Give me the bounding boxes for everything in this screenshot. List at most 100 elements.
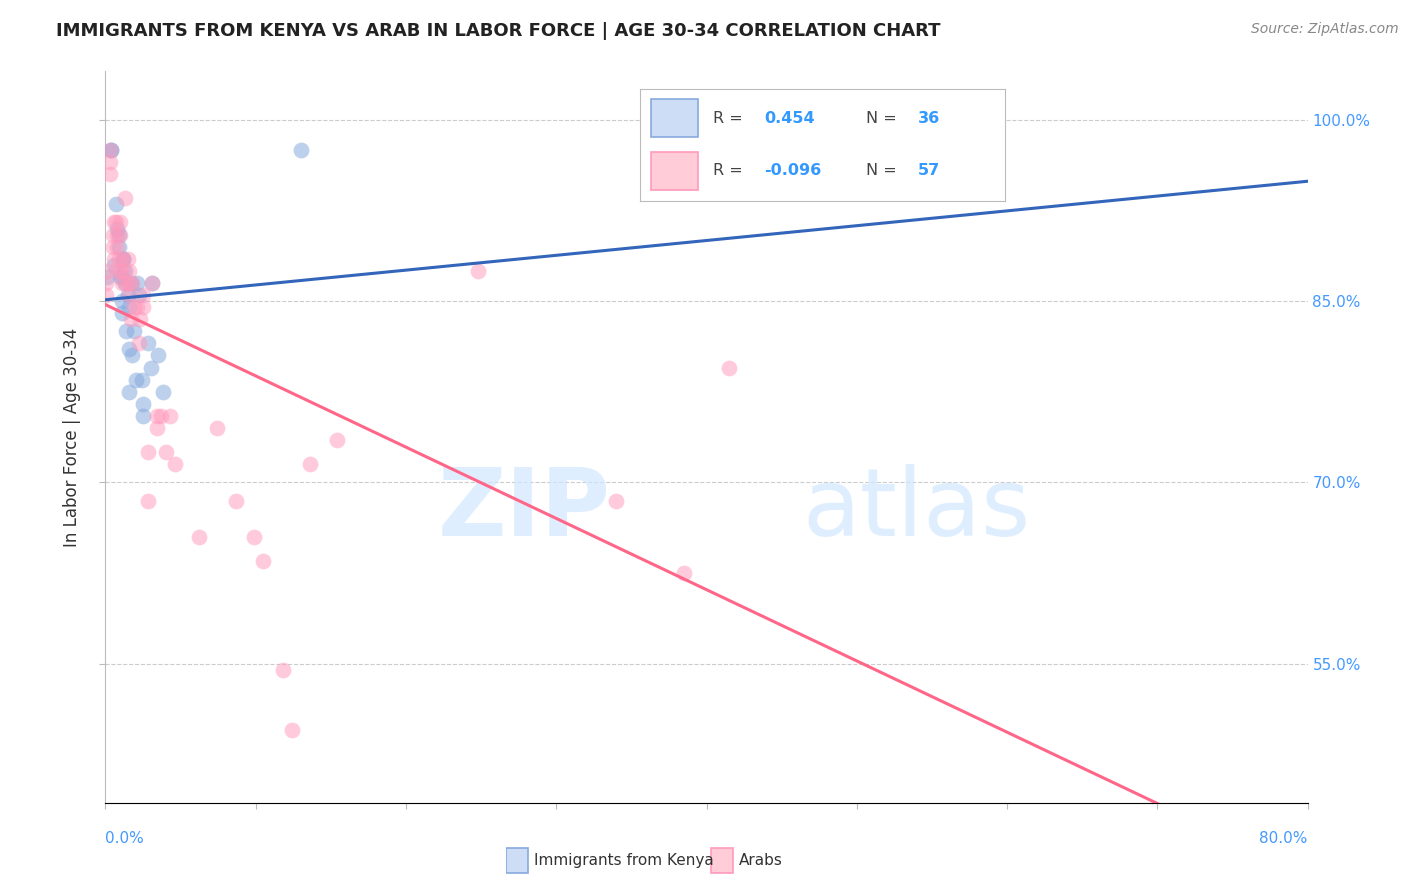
Point xyxy=(139,360,162,375)
Point xyxy=(129,312,152,326)
Point xyxy=(128,288,150,302)
Text: 36: 36 xyxy=(918,111,939,126)
Point xyxy=(112,252,135,266)
FancyBboxPatch shape xyxy=(651,152,699,189)
Point xyxy=(110,269,132,284)
Text: 57: 57 xyxy=(918,163,939,178)
Point xyxy=(605,493,627,508)
Point xyxy=(103,215,125,229)
Point xyxy=(104,215,127,229)
Point xyxy=(118,276,141,290)
Point xyxy=(112,252,135,266)
Text: R =: R = xyxy=(713,163,742,178)
Point xyxy=(120,312,142,326)
Point xyxy=(104,264,127,278)
Point xyxy=(298,457,321,471)
FancyBboxPatch shape xyxy=(651,99,699,137)
Point xyxy=(114,264,136,278)
Point xyxy=(150,409,173,423)
Point xyxy=(110,264,132,278)
Y-axis label: In Labor Force | Age 30-34: In Labor Force | Age 30-34 xyxy=(63,327,82,547)
Text: Arabs: Arabs xyxy=(738,853,782,868)
Point xyxy=(271,663,294,677)
Point xyxy=(101,240,124,254)
Point xyxy=(131,373,153,387)
Point xyxy=(141,276,163,290)
Point xyxy=(114,276,136,290)
Point xyxy=(101,227,124,242)
Point xyxy=(110,215,132,229)
Point xyxy=(103,252,125,266)
Point xyxy=(96,276,118,290)
Text: 80.0%: 80.0% xyxy=(1260,831,1308,846)
Point xyxy=(111,269,134,284)
Point xyxy=(467,264,489,278)
Point xyxy=(107,227,129,242)
Point xyxy=(98,143,121,157)
Point xyxy=(100,143,122,157)
Point xyxy=(121,349,143,363)
Point xyxy=(155,445,177,459)
Point xyxy=(132,409,155,423)
Bar xyxy=(506,847,527,872)
Point xyxy=(111,294,134,309)
Text: Source: ZipAtlas.com: Source: ZipAtlas.com xyxy=(1251,22,1399,37)
Point xyxy=(118,288,141,302)
Point xyxy=(132,288,155,302)
Point xyxy=(152,384,174,399)
Point xyxy=(187,530,209,544)
Point xyxy=(243,530,266,544)
Text: N =: N = xyxy=(866,163,897,178)
Point xyxy=(141,276,163,290)
Point xyxy=(114,276,136,290)
Point xyxy=(104,197,127,211)
Point xyxy=(132,397,155,411)
Point xyxy=(205,421,228,435)
Point xyxy=(672,566,695,580)
Point xyxy=(125,276,148,290)
Text: R =: R = xyxy=(713,111,742,126)
Point xyxy=(96,269,118,284)
Text: 0.0%: 0.0% xyxy=(105,831,145,846)
Point xyxy=(225,493,247,508)
Text: atlas: atlas xyxy=(803,464,1031,557)
Point xyxy=(163,457,186,471)
Text: 0.454: 0.454 xyxy=(763,111,814,126)
Point xyxy=(122,300,145,314)
Point xyxy=(108,252,131,266)
Bar xyxy=(711,847,733,872)
Point xyxy=(118,300,141,314)
Point xyxy=(145,421,167,435)
Point xyxy=(110,227,132,242)
Point xyxy=(718,360,741,375)
Point xyxy=(96,288,118,302)
Point xyxy=(326,433,349,447)
Point xyxy=(108,227,131,242)
Point xyxy=(98,167,121,181)
Point xyxy=(120,276,142,290)
Point xyxy=(136,493,159,508)
Point xyxy=(112,252,135,266)
Point xyxy=(290,143,312,157)
Point xyxy=(118,384,141,399)
Point xyxy=(111,276,134,290)
Point xyxy=(136,336,159,351)
Point xyxy=(117,288,139,302)
Point xyxy=(118,343,141,357)
Point xyxy=(111,306,134,320)
Point xyxy=(107,221,129,235)
Point xyxy=(128,336,150,351)
Point xyxy=(125,300,148,314)
Text: -0.096: -0.096 xyxy=(763,163,821,178)
Point xyxy=(136,445,159,459)
Point xyxy=(124,373,146,387)
Point xyxy=(118,264,141,278)
Point xyxy=(96,264,118,278)
Text: Immigrants from Kenya: Immigrants from Kenya xyxy=(534,853,713,868)
Point xyxy=(114,191,136,205)
Point xyxy=(108,240,131,254)
Text: N =: N = xyxy=(866,111,897,126)
Point xyxy=(122,324,145,338)
Point xyxy=(112,264,135,278)
Point xyxy=(98,155,121,169)
